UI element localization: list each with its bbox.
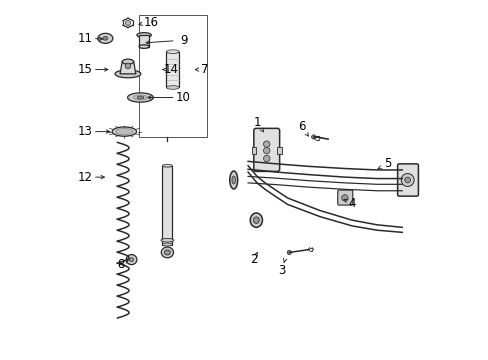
Ellipse shape [129, 258, 133, 261]
Text: 12: 12 [77, 171, 92, 184]
Ellipse shape [139, 45, 149, 48]
Ellipse shape [122, 59, 133, 64]
Ellipse shape [137, 96, 143, 99]
Bar [139, 15, 206, 137]
Ellipse shape [115, 70, 141, 78]
Text: 4: 4 [347, 197, 355, 210]
Ellipse shape [162, 164, 172, 167]
Text: 8: 8 [117, 258, 124, 271]
Text: 7: 7 [200, 63, 208, 76]
Ellipse shape [112, 127, 136, 136]
Text: 2: 2 [249, 253, 257, 266]
Text: 9: 9 [180, 33, 187, 47]
Circle shape [341, 195, 347, 201]
Circle shape [263, 155, 269, 162]
Ellipse shape [102, 37, 108, 40]
Text: 16: 16 [143, 16, 159, 29]
Circle shape [125, 21, 130, 26]
Ellipse shape [164, 250, 170, 255]
Ellipse shape [229, 171, 237, 189]
Ellipse shape [161, 238, 174, 242]
Bar [162, 166, 172, 244]
Text: 15: 15 [77, 63, 92, 76]
Text: 10: 10 [176, 91, 191, 104]
Ellipse shape [116, 129, 133, 135]
Circle shape [263, 141, 269, 147]
Text: 5: 5 [384, 157, 391, 170]
Polygon shape [120, 62, 136, 74]
Circle shape [263, 147, 269, 154]
Ellipse shape [250, 213, 262, 227]
FancyBboxPatch shape [337, 190, 352, 205]
Text: 13: 13 [77, 125, 92, 138]
Ellipse shape [166, 86, 179, 89]
FancyBboxPatch shape [397, 164, 418, 196]
Ellipse shape [133, 95, 147, 100]
Circle shape [286, 250, 291, 255]
Circle shape [311, 135, 315, 139]
Ellipse shape [161, 247, 173, 258]
Text: 11: 11 [77, 32, 92, 45]
Text: 6: 6 [298, 121, 305, 134]
Ellipse shape [253, 217, 259, 224]
Circle shape [400, 174, 413, 186]
Bar [166, 51, 179, 87]
Bar [251, 147, 255, 154]
Circle shape [404, 177, 410, 183]
Text: 14: 14 [163, 63, 178, 76]
Ellipse shape [137, 33, 151, 38]
Ellipse shape [126, 255, 137, 265]
Bar [277, 147, 281, 154]
Text: 1: 1 [253, 116, 260, 129]
Ellipse shape [162, 243, 172, 246]
FancyBboxPatch shape [253, 129, 279, 171]
Circle shape [125, 63, 131, 69]
Ellipse shape [98, 33, 113, 43]
Ellipse shape [231, 176, 235, 184]
Ellipse shape [127, 93, 153, 102]
Ellipse shape [166, 50, 179, 53]
Bar [139, 35, 149, 46]
Text: 3: 3 [278, 264, 285, 277]
